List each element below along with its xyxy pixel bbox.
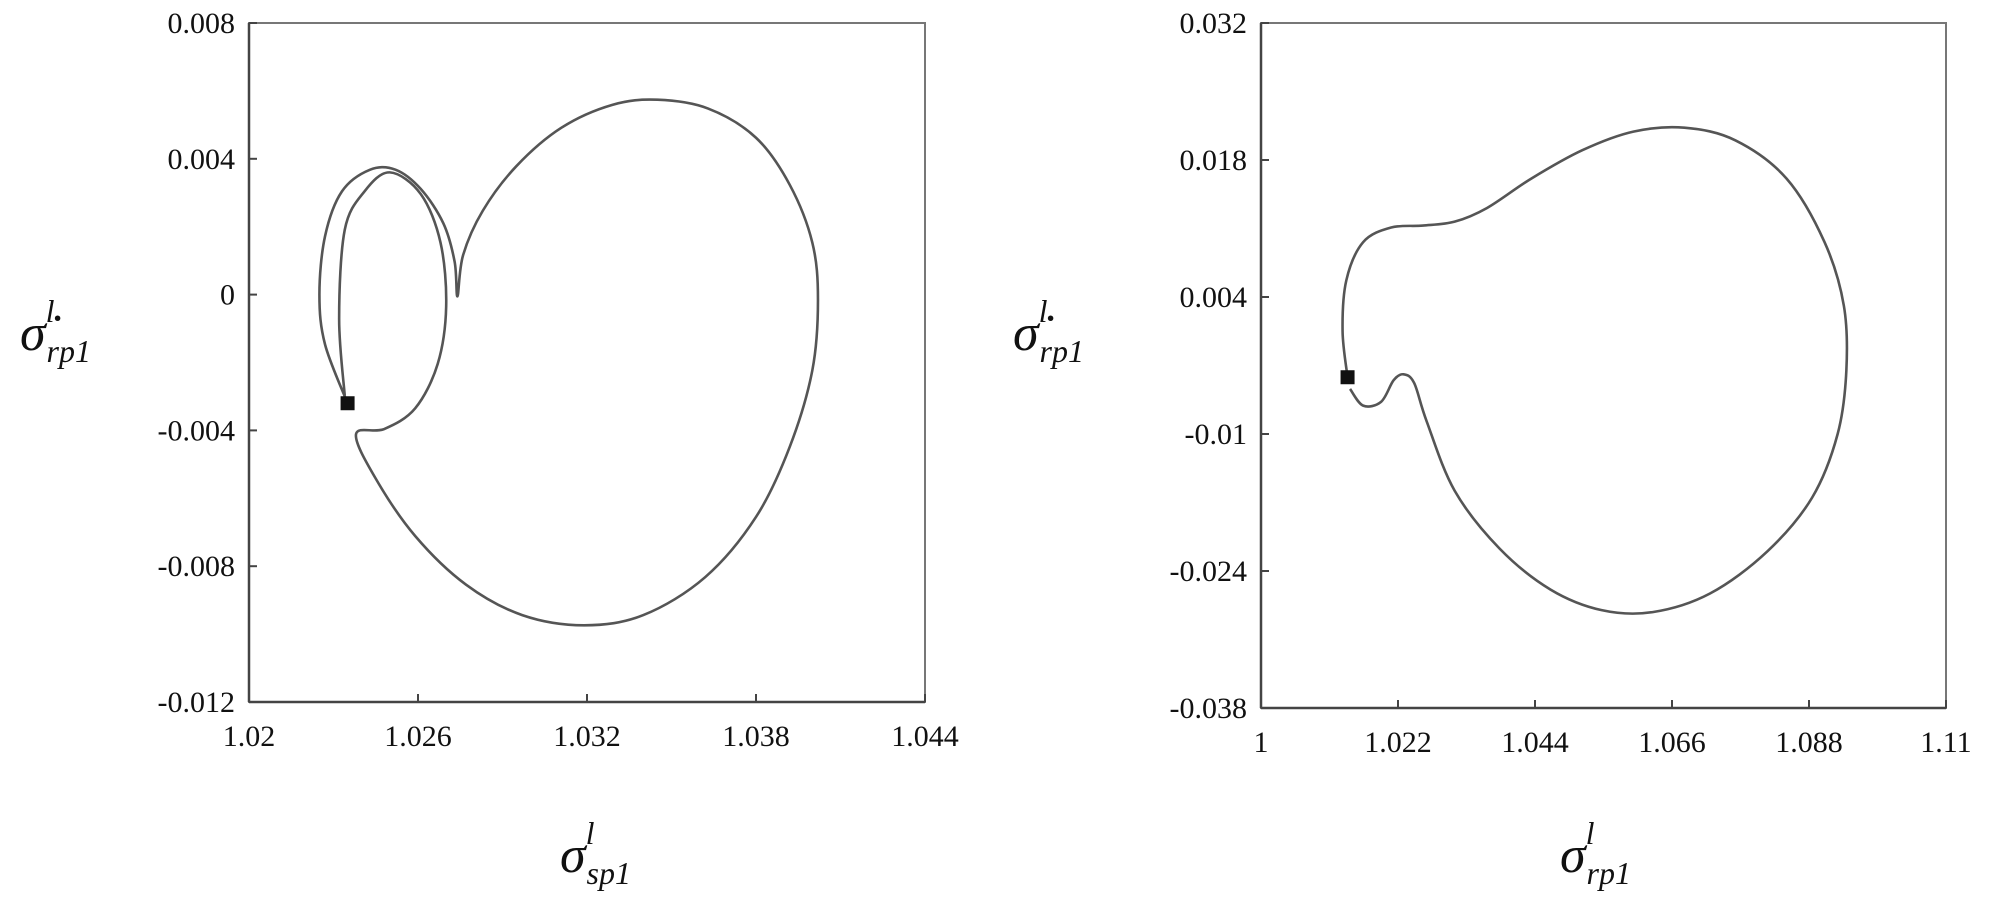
x-axis-label: σl sp1 [560,815,631,891]
label-symbol: σ [1560,827,1588,884]
label-symbol: σ [560,827,588,884]
y-tick-label: 0.032 [1180,7,1248,40]
y-tick-label: -0.012 [158,686,236,719]
x-tick-label: 1.038 [722,720,790,753]
start-marker [340,396,355,411]
x-tick-label: 1.032 [553,720,621,753]
x-tick-label: 1.088 [1775,726,1843,759]
y-tick-label: 0 [220,279,235,312]
label-sub: rp1 [1040,333,1084,369]
label-sup: l [1586,815,1595,851]
plot: 1 1.022 1.044 1.066 1.088 1.11 0.032 0.018 0.004… [1013,7,1972,891]
y-tick-label: 0.018 [1180,144,1248,177]
x-tick-label: 1.044 [891,720,959,753]
x-tick-label: 1.066 [1638,726,1706,759]
trajectory [1341,125,1849,615]
y-axis-label: σ̇l rp1 [1013,293,1084,369]
label-sub: sp1 [587,855,631,891]
x-tick-label: 1.044 [1501,726,1569,759]
y-tick-label: -0.024 [1170,555,1248,588]
x-axis-label: σl rp1 [1560,815,1631,891]
plot-frame [1260,22,1947,709]
y-tick-label: 0.008 [168,7,236,40]
label-sup: l [586,815,595,851]
y-tick-label: -0.038 [1170,692,1248,725]
plot-frame [248,22,926,703]
trajectory [318,98,820,627]
y-tick-label: -0.01 [1185,418,1248,451]
y-tick-label: -0.008 [158,550,236,583]
y-axis-label: σ̇l rp1 [20,293,91,369]
label-sup: l [1039,293,1048,329]
label-sup: l [46,293,55,329]
label-sub: rp1 [1587,855,1631,891]
y-tick-label: 0.004 [1180,281,1248,314]
y-tick-label: 0.004 [168,143,236,176]
x-tick-label: 1.02 [223,720,276,753]
x-tick-label: 1.026 [384,720,452,753]
x-tick-label: 1.11 [1920,726,1971,759]
x-tick-label: 1 [1254,726,1269,759]
x-tick-label: 1.022 [1364,726,1432,759]
plot: 1.02 1.026 1.032 1.038 1.044 0.008 0.004 0 -0.00… [20,7,959,891]
y-tick-label: -0.004 [158,414,236,447]
label-sub: rp1 [47,333,91,369]
start-marker [1340,370,1355,385]
